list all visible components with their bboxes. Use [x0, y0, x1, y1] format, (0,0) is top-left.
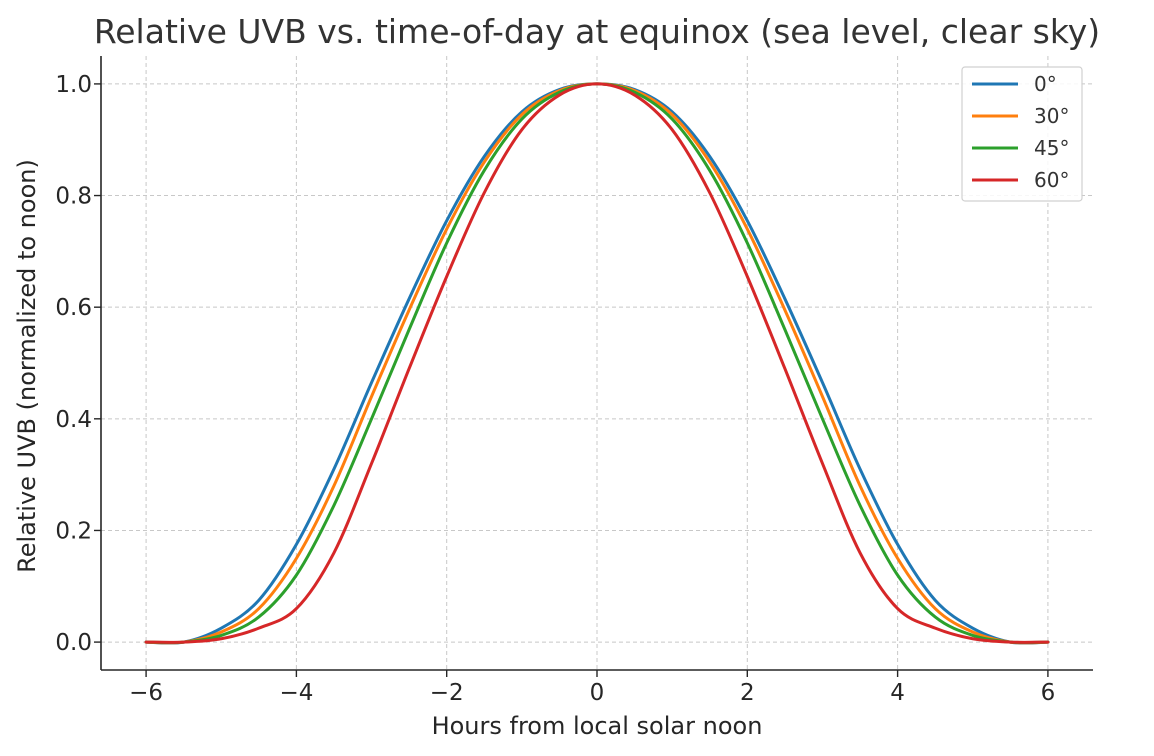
x-axis-label: Hours from local solar noon: [432, 712, 763, 740]
x-tick-label: 0: [590, 680, 605, 706]
grid-layer: [101, 56, 1093, 670]
x-tick-label: −2: [430, 680, 464, 706]
legend-box: [961, 66, 1083, 202]
x-tick-label: −6: [129, 680, 163, 706]
legend-entry-label: 60°: [1034, 168, 1069, 192]
y-tick-label: 0.4: [55, 407, 92, 433]
legend: 0° 30° 45° 60°: [961, 66, 1083, 202]
x-tick-label: 2: [740, 680, 755, 706]
legend-entry-label: 45°: [1034, 136, 1069, 160]
y-tick-label: 0.6: [55, 295, 92, 321]
x-tick-label: 4: [890, 680, 905, 706]
chart-title: Relative UVB vs. time-of-day at equinox …: [94, 12, 1100, 51]
series-line-60deg: [144, 82, 1050, 644]
y-tick-label: 0.2: [55, 518, 92, 544]
y-axis-label: Relative UVB (normalized to noon): [13, 159, 41, 573]
x-tick-label: −4: [279, 680, 313, 706]
y-tick-label: 1.0: [55, 72, 92, 98]
series-layer: [144, 82, 1050, 645]
legend-entry-label: 30°: [1034, 104, 1069, 128]
ticks-layer: −6 −4 −2 0 2 4 6 0.0 0.2 0.4 0.6 0.8 1.0: [55, 72, 1055, 706]
y-tick-label: 0.0: [55, 630, 92, 656]
legend-entry-label: 0°: [1034, 72, 1057, 96]
y-tick-label: 0.8: [55, 184, 92, 210]
x-tick-label: 6: [1041, 680, 1056, 706]
